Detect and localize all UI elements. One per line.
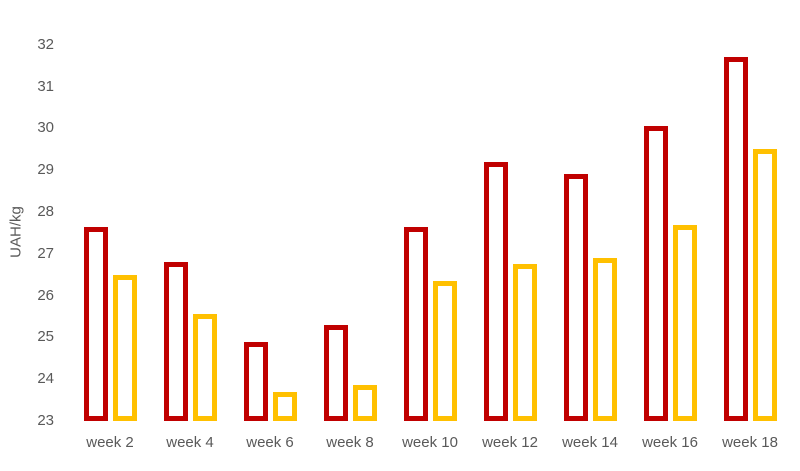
x-axis-label: week 2	[86, 434, 134, 451]
dark-red-series-bar	[723, 57, 748, 421]
y-tick-label: 23	[37, 412, 54, 429]
x-axis-label: week 18	[722, 434, 778, 451]
gold-series-bar	[752, 149, 777, 421]
y-tick-label: 31	[37, 77, 54, 95]
dark-red-series-bar	[563, 174, 588, 421]
x-axis-label: week 10	[402, 434, 458, 451]
gold-series-bar	[592, 257, 617, 421]
y-tick-label: 24	[37, 370, 54, 388]
dark-red-series-bar	[243, 341, 268, 421]
gold-series-bar	[112, 274, 137, 421]
y-tick-label: 27	[37, 244, 54, 262]
x-axis-label: week 14	[562, 434, 618, 451]
x-axis-label: week 6	[246, 434, 294, 451]
dark-red-series-bar	[323, 324, 348, 421]
gold-series-bar	[352, 385, 377, 421]
x-axis-label: week 12	[482, 434, 538, 451]
gold-series-bar	[672, 224, 697, 421]
y-tick-label: 30	[37, 119, 54, 137]
y-tick-label: 26	[37, 286, 54, 304]
dark-red-series-bar	[163, 262, 188, 421]
gold-series-bar	[512, 264, 537, 421]
dark-red-series-bar	[643, 126, 668, 421]
gold-series-bar	[192, 314, 217, 421]
x-axis-label: week 16	[642, 434, 698, 451]
x-axis-label: week 4	[166, 434, 214, 451]
gold-series-bar	[272, 391, 297, 421]
x-axis-label: week 8	[326, 434, 374, 451]
y-tick-label: 29	[37, 161, 54, 179]
y-tick-label: 32	[37, 35, 54, 53]
y-tick-label: 28	[37, 203, 54, 220]
y-tick-label: 25	[37, 328, 54, 346]
dark-red-series-bar	[403, 226, 428, 421]
dark-red-series-bar	[483, 161, 508, 421]
gold-series-bar	[432, 280, 457, 421]
dark-red-series-bar	[83, 226, 108, 421]
